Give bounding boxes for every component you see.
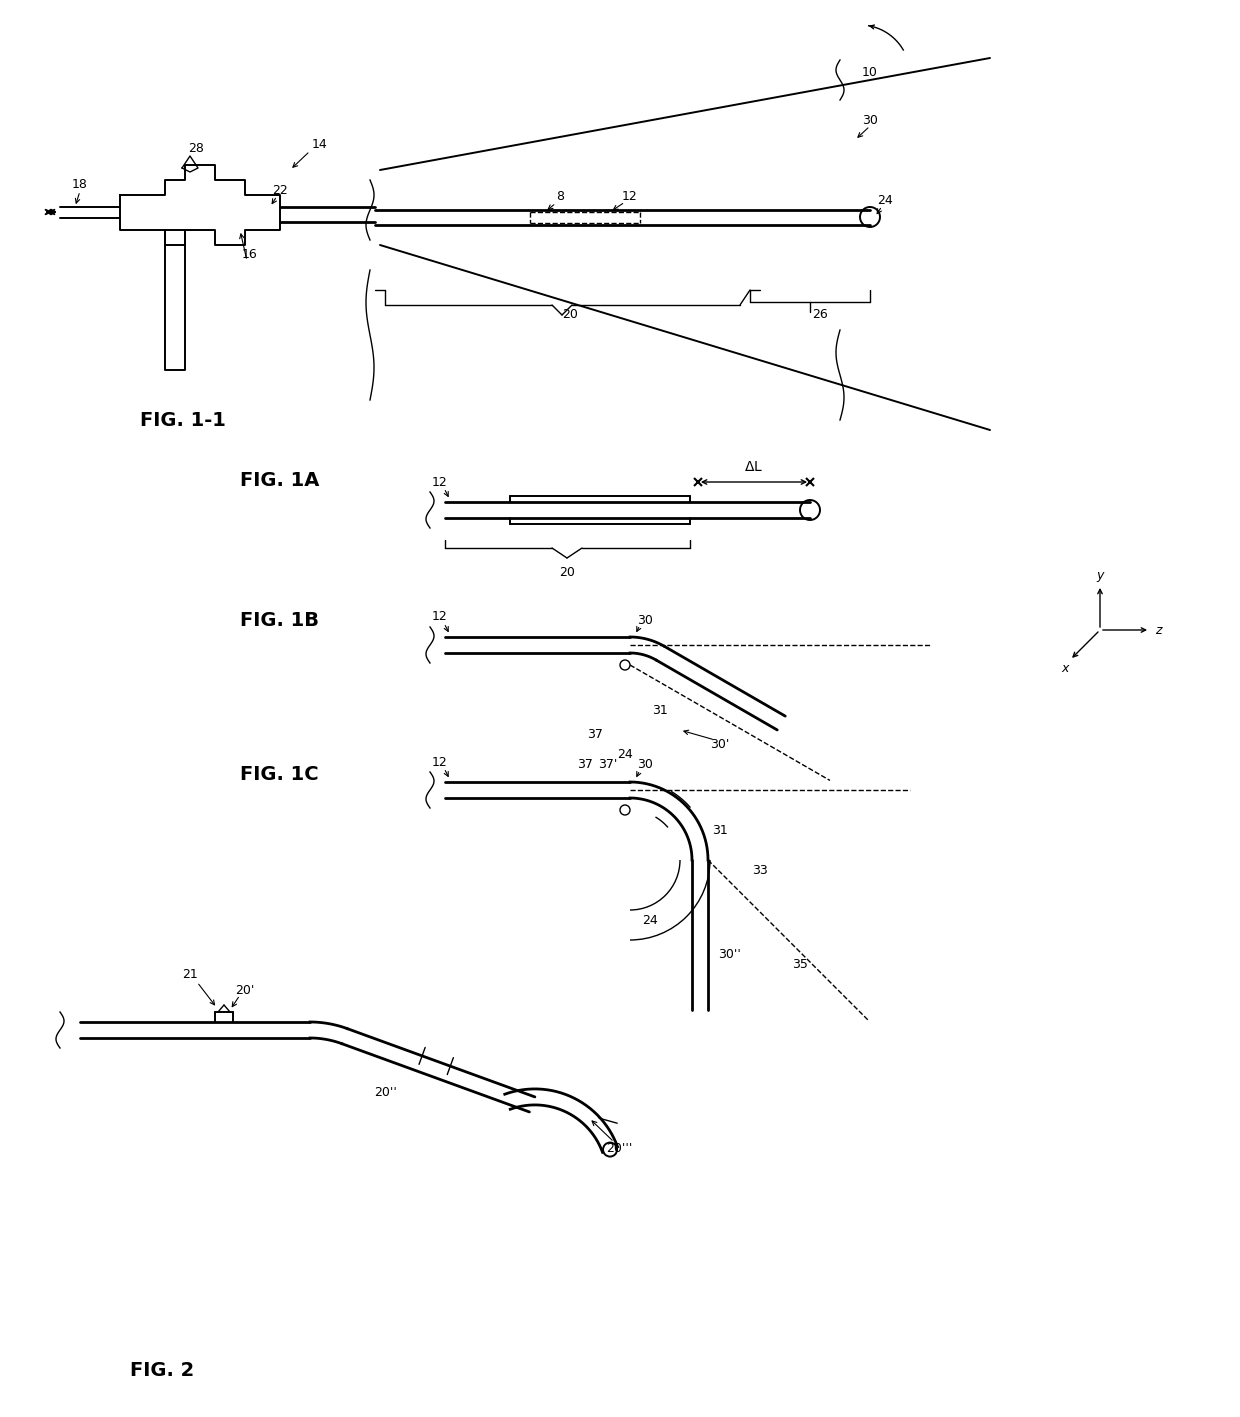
Text: 37': 37': [599, 758, 618, 771]
Text: 20: 20: [559, 565, 575, 578]
Text: FIG. 1B: FIG. 1B: [241, 611, 319, 629]
Text: 30'': 30'': [718, 948, 742, 962]
Text: z: z: [1154, 623, 1161, 636]
Text: 30': 30': [711, 738, 729, 751]
Text: 20'': 20'': [374, 1087, 397, 1100]
Text: 26: 26: [812, 309, 828, 322]
Text: 10: 10: [862, 65, 878, 78]
Text: 12: 12: [432, 755, 448, 768]
Text: 20: 20: [562, 309, 578, 322]
Text: 18: 18: [72, 179, 88, 191]
Text: 8: 8: [556, 190, 564, 204]
Text: 37: 37: [587, 728, 603, 741]
Text: 21: 21: [182, 968, 198, 982]
Text: 24: 24: [618, 748, 632, 761]
Text: 24: 24: [877, 194, 893, 207]
Text: FIG. 1A: FIG. 1A: [241, 470, 320, 489]
Text: FIG. 2: FIG. 2: [130, 1360, 195, 1380]
Text: FIG. 1-1: FIG. 1-1: [140, 411, 226, 429]
Text: 28: 28: [188, 142, 203, 154]
Text: 12: 12: [432, 611, 448, 623]
Text: 12: 12: [432, 476, 448, 489]
Text: 12: 12: [622, 190, 637, 203]
Text: 37: 37: [577, 758, 593, 771]
Text: 30: 30: [637, 614, 653, 626]
Text: 31: 31: [652, 703, 668, 717]
Text: 24: 24: [642, 914, 658, 927]
Text: 14: 14: [312, 139, 327, 152]
Text: 20''': 20''': [606, 1142, 632, 1155]
Text: x: x: [1061, 662, 1069, 674]
Text: 30: 30: [637, 758, 653, 771]
Text: 30: 30: [862, 113, 878, 126]
Text: 22: 22: [272, 183, 288, 197]
Text: FIG. 1C: FIG. 1C: [241, 765, 319, 785]
Text: 31: 31: [712, 823, 728, 836]
Text: 35: 35: [792, 958, 808, 972]
Text: $\Delta$L: $\Delta$L: [744, 461, 764, 475]
Text: 16: 16: [242, 248, 258, 262]
Text: 20': 20': [236, 983, 254, 996]
Text: y: y: [1096, 568, 1104, 581]
Text: 33: 33: [753, 863, 768, 877]
